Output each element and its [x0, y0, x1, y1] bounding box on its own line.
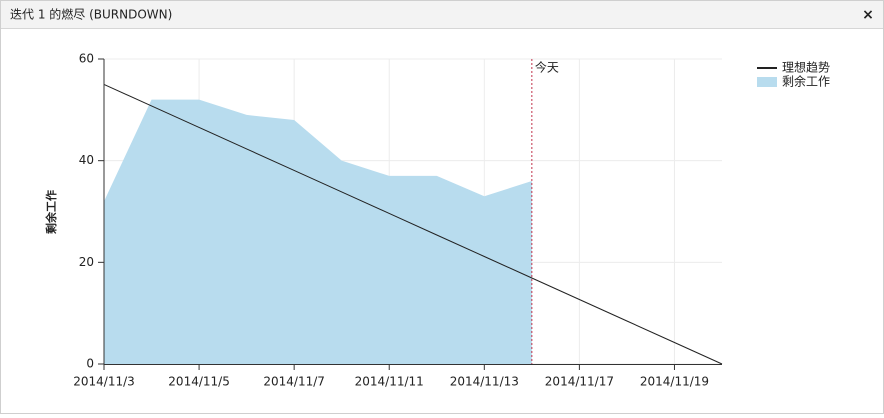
- x-tick-label: 2014/11/11: [355, 375, 424, 389]
- dialog-header: [1, 1, 883, 28]
- x-tick-label: 2014/11/7: [263, 375, 325, 389]
- legend-swatch: [757, 77, 777, 87]
- remaining-area: [104, 99, 532, 365]
- y-tick-label: 0: [86, 357, 94, 371]
- ideal-line: [103, 83, 723, 365]
- x-tick-label: 2014/11/3: [73, 375, 135, 389]
- y-axis-label: 剩余工作: [44, 190, 58, 234]
- x-tick-label: 2014/11/13: [450, 375, 519, 389]
- legend-label: 理想趋势: [782, 60, 830, 75]
- dialog-title: 迭代 1 的燃尽 (BURNDOWN): [10, 7, 172, 22]
- y-tick-label: 20: [79, 255, 94, 269]
- x-tick-label: 2014/11/19: [640, 375, 709, 389]
- today-label: 今天: [535, 60, 559, 75]
- legend-label: 剩余工作: [782, 74, 830, 89]
- x-tick-label: 2014/11/5: [168, 375, 230, 389]
- y-tick-label: 40: [79, 153, 94, 167]
- close-button[interactable]: ×: [862, 7, 874, 23]
- x-tick-label: 2014/11/17: [545, 375, 614, 389]
- y-tick-label: 60: [79, 52, 94, 66]
